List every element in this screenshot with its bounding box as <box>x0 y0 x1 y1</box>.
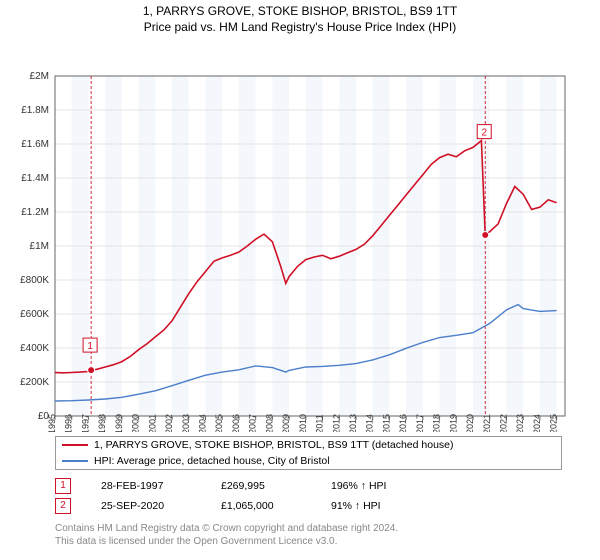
sale-label-number: 1 <box>87 341 93 352</box>
y-tick-label: £1M <box>30 241 49 252</box>
x-tick-label: 2018 <box>432 414 442 432</box>
x-tick-label: 2022 <box>498 414 508 432</box>
x-tick-label: 2025 <box>549 414 559 432</box>
footer-line2: This data is licensed under the Open Gov… <box>55 535 562 548</box>
x-tick-label: 2024 <box>532 414 542 432</box>
legend-swatch <box>62 444 88 446</box>
legend: 1, PARRYS GROVE, STOKE BISHOP, BRISTOL, … <box>55 436 562 470</box>
y-tick-label: £2M <box>30 71 49 82</box>
y-tick-label: £200K <box>20 377 49 388</box>
legend-label: HPI: Average price, detached house, City… <box>94 455 330 467</box>
x-tick-label: 1995 <box>47 414 57 432</box>
legend-swatch <box>62 460 88 462</box>
event-date: 28-FEB-1997 <box>101 480 191 492</box>
legend-label: 1, PARRYS GROVE, STOKE BISHOP, BRISTOL, … <box>94 439 454 451</box>
x-tick-label: 2014 <box>365 414 375 432</box>
x-tick-label: 2009 <box>281 414 291 432</box>
event-pct: 91% ↑ HPI <box>331 500 421 512</box>
sale-point <box>482 231 489 238</box>
x-tick-label: 2005 <box>214 414 224 432</box>
chart-title-line1: 1, PARRYS GROVE, STOKE BISHOP, BRISTOL, … <box>0 0 600 20</box>
x-tick-label: 2004 <box>197 414 207 432</box>
y-tick-label: £1.8M <box>21 105 49 116</box>
y-tick-label: £1.4M <box>21 173 49 184</box>
sale-events: 1 28-FEB-1997 £269,995 196% ↑ HPI 2 25-SEP-20… <box>55 476 562 516</box>
footer-line1: Contains HM Land Registry data © Crown c… <box>55 522 562 535</box>
event-marker: 2 <box>55 498 71 514</box>
event-marker: 1 <box>55 478 71 494</box>
x-tick-label: 2015 <box>381 414 391 432</box>
y-tick-label: £400K <box>20 343 49 354</box>
x-tick-label: 2012 <box>331 414 341 432</box>
x-tick-label: 1998 <box>97 414 107 432</box>
chart-title-line2: Price paid vs. HM Land Registry's House … <box>0 20 600 36</box>
x-tick-label: 2021 <box>482 414 492 432</box>
y-tick-label: £800K <box>20 275 49 286</box>
x-tick-label: 2008 <box>264 414 274 432</box>
event-pct: 196% ↑ HPI <box>331 480 421 492</box>
event-row: 2 25-SEP-2020 £1,065,000 91% ↑ HPI <box>55 496 562 516</box>
x-tick-label: 2019 <box>448 414 458 432</box>
x-tick-label: 2011 <box>315 414 325 432</box>
x-tick-label: 2023 <box>515 414 525 432</box>
x-tick-label: 2007 <box>248 414 258 432</box>
x-tick-label: 2003 <box>181 414 191 432</box>
y-tick-label: £600K <box>20 309 49 320</box>
x-tick-label: 2017 <box>415 414 425 432</box>
x-tick-label: 1999 <box>114 414 124 432</box>
footer: Contains HM Land Registry data © Crown c… <box>55 522 562 548</box>
y-tick-label: £1.6M <box>21 139 49 150</box>
sale-point <box>88 366 95 373</box>
x-tick-label: 2010 <box>298 414 308 432</box>
legend-row: 1, PARRYS GROVE, STOKE BISHOP, BRISTOL, … <box>56 437 561 453</box>
y-tick-label: £1.2M <box>21 207 49 218</box>
x-tick-label: 2013 <box>348 414 358 432</box>
x-tick-label: 1997 <box>80 414 90 432</box>
event-price: £1,065,000 <box>221 500 301 512</box>
event-row: 1 28-FEB-1997 £269,995 196% ↑ HPI <box>55 476 562 496</box>
x-tick-label: 2020 <box>465 414 475 432</box>
x-tick-label: 1996 <box>64 414 74 432</box>
x-tick-label: 2000 <box>131 414 141 432</box>
x-tick-label: 2001 <box>147 414 157 432</box>
event-price: £269,995 <box>221 480 301 492</box>
legend-row: HPI: Average price, detached house, City… <box>56 453 561 469</box>
sale-label-number: 2 <box>481 127 487 138</box>
event-date: 25-SEP-2020 <box>101 500 191 512</box>
chart-svg: £0£200K£400K£600K£800K£1M£1.2M£1.4M£1.6M… <box>0 36 600 432</box>
chart-container: 1, PARRYS GROVE, STOKE BISHOP, BRISTOL, … <box>0 0 600 560</box>
x-tick-label: 2016 <box>398 414 408 432</box>
x-tick-label: 2002 <box>164 414 174 432</box>
x-tick-label: 2006 <box>231 414 241 432</box>
